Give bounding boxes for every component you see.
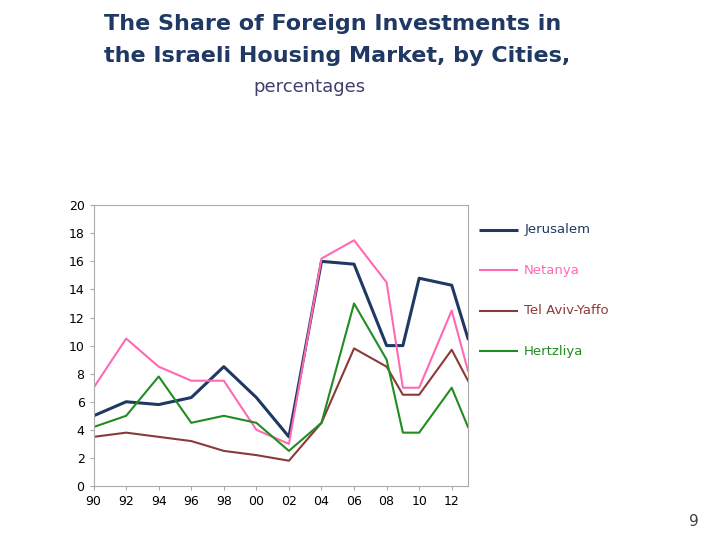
Text: Hertzliya: Hertzliya: [524, 345, 583, 357]
Text: the Israeli Housing Market, by Cities,: the Israeli Housing Market, by Cities,: [104, 46, 571, 66]
Text: Netanya: Netanya: [524, 264, 580, 276]
Text: The Share of Foreign Investments in: The Share of Foreign Investments in: [104, 14, 562, 33]
Text: 9: 9: [688, 514, 698, 529]
Text: percentages: percentages: [253, 78, 366, 96]
Text: Tel Aviv-Yaffo: Tel Aviv-Yaffo: [524, 304, 609, 317]
Text: Jerusalem: Jerusalem: [524, 223, 590, 236]
